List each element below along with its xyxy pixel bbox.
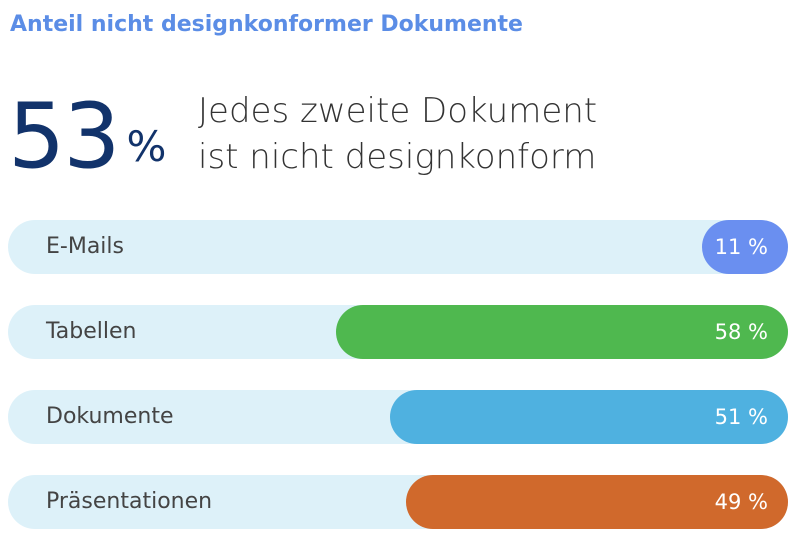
kpi-headline-line-2: ist nicht designkonform bbox=[198, 137, 597, 177]
bar-fill-praesentationen bbox=[406, 475, 788, 529]
bar-track bbox=[8, 220, 788, 274]
chart-title: Anteil nicht designkonformer Dokumente bbox=[10, 12, 523, 37]
bar-fill-e-mails bbox=[702, 220, 788, 274]
bar-label-praesentationen: Präsentationen bbox=[46, 489, 213, 514]
bar-fill-tabellen bbox=[336, 305, 788, 359]
bar-label-e-mails: E-Mails bbox=[46, 234, 124, 259]
bar-row-dokumente: Dokumente 51 % bbox=[8, 390, 788, 444]
bar-row-praesentationen: Präsentationen 49 % bbox=[8, 475, 788, 529]
bar-row-e-mails: E-Mails 11 % bbox=[8, 220, 788, 274]
bar-row-tabellen: Tabellen 58 % bbox=[8, 305, 788, 359]
bar-label-tabellen: Tabellen bbox=[46, 319, 137, 344]
kpi-headline-line-1: Jedes zweite Dokument bbox=[198, 91, 598, 131]
bar-chart: E-Mails 11 % Tabellen 58 % Dokumente 51 … bbox=[8, 220, 788, 560]
bar-label-dokumente: Dokumente bbox=[46, 404, 174, 429]
bar-value-praesentationen: 49 % bbox=[714, 490, 768, 514]
bar-value-tabellen: 58 % bbox=[714, 320, 768, 344]
kpi-value: 53 bbox=[8, 84, 121, 189]
bar-fill-dokumente bbox=[390, 390, 788, 444]
kpi-unit: % bbox=[126, 122, 167, 171]
kpi-headline: Jedes zweite Dokument ist nicht designko… bbox=[198, 88, 597, 180]
kpi-block: 53% bbox=[8, 82, 166, 192]
bar-value-e-mails: 11 % bbox=[714, 235, 768, 259]
bar-value-dokumente: 51 % bbox=[714, 405, 768, 429]
